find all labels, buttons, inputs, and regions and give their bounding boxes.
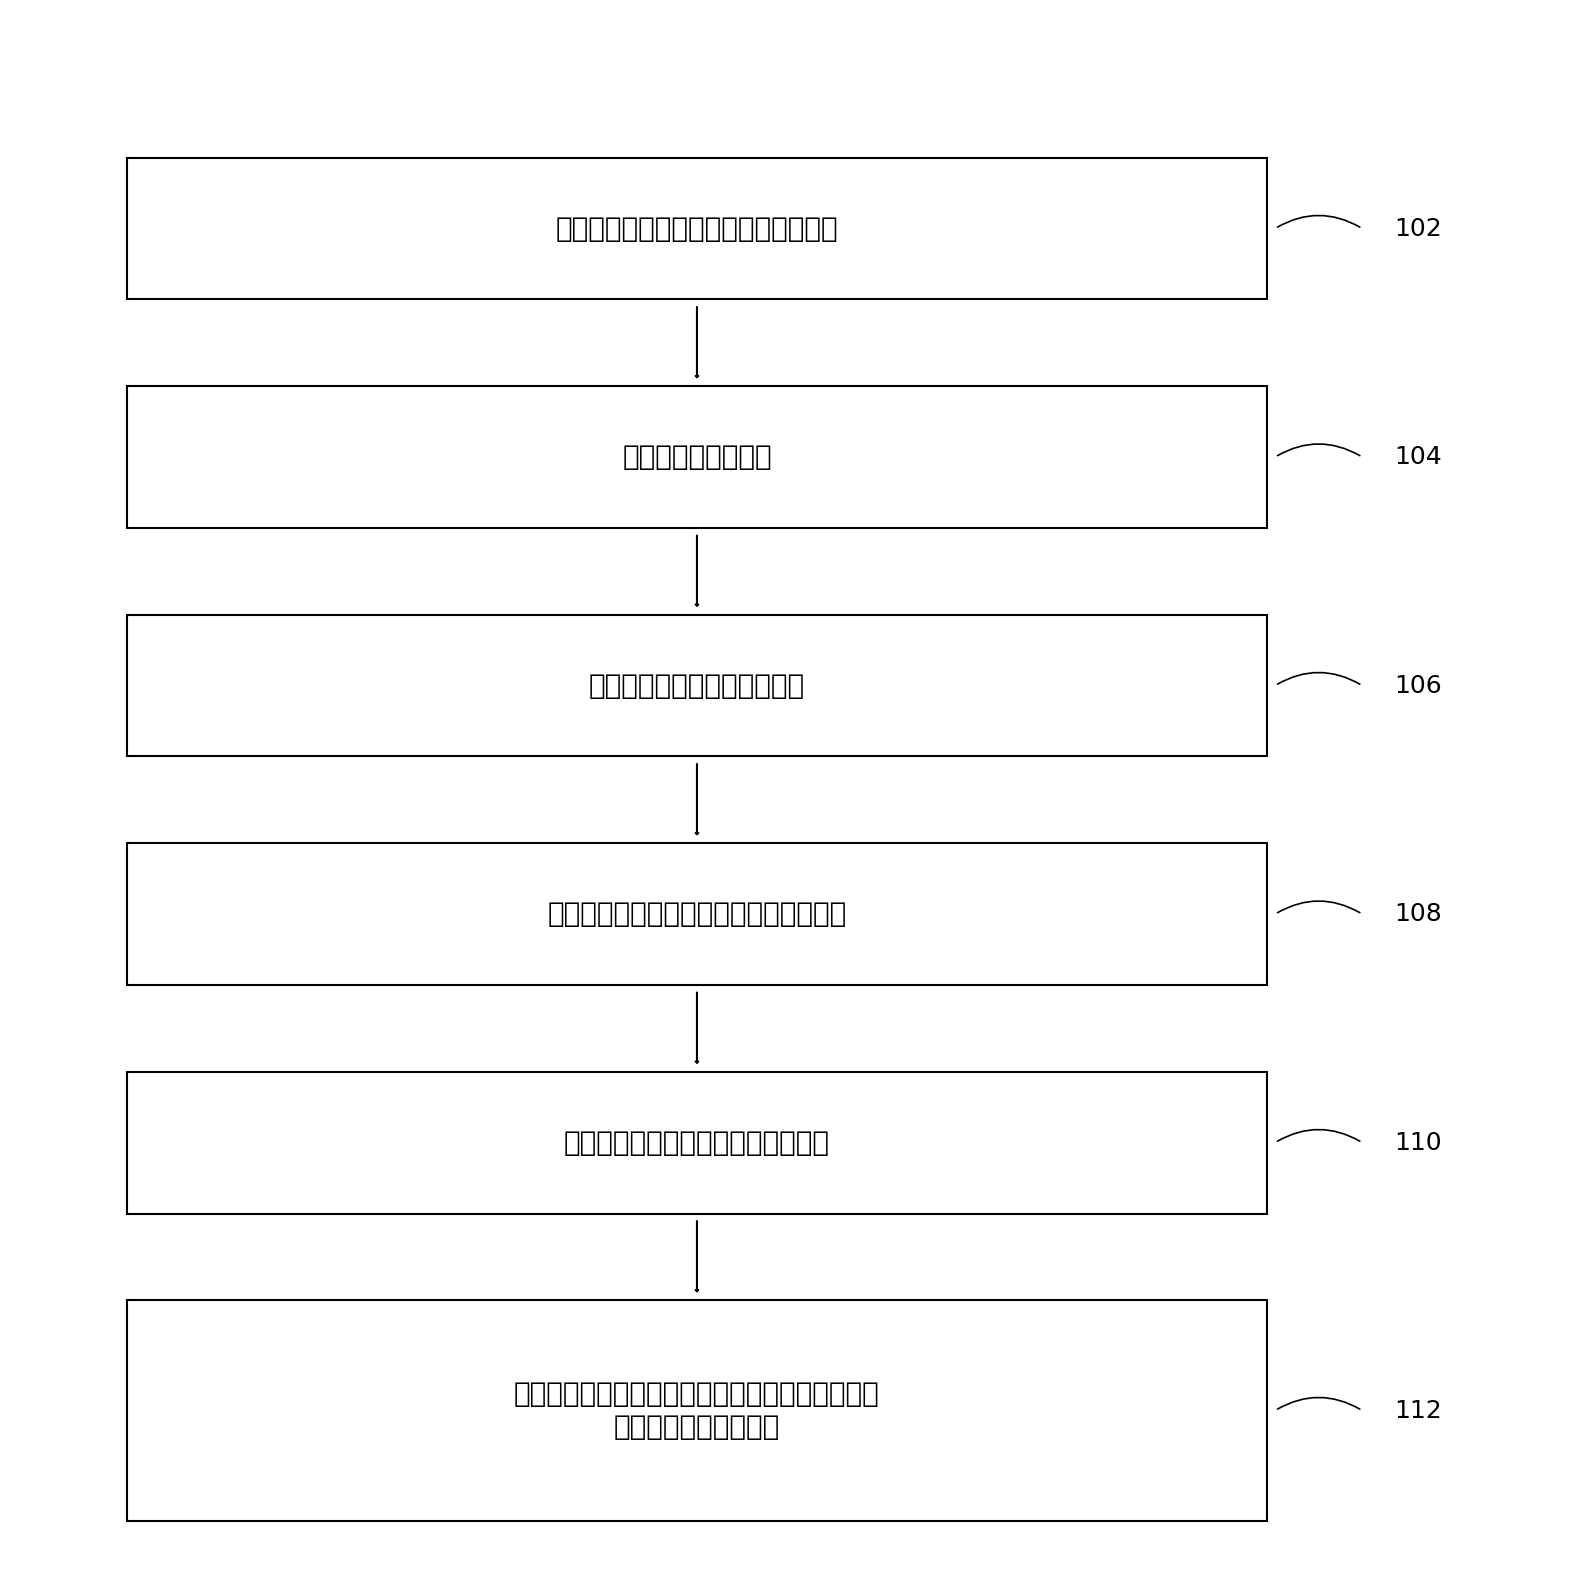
FancyBboxPatch shape: [127, 1300, 1267, 1521]
FancyBboxPatch shape: [127, 615, 1267, 756]
Text: 确定各个车辆组合集合的车辆覆盖率: 确定各个车辆组合集合的车辆覆盖率: [564, 1128, 830, 1157]
Text: 106: 106: [1394, 673, 1441, 698]
Text: 104: 104: [1394, 444, 1441, 470]
FancyBboxPatch shape: [127, 1072, 1267, 1214]
FancyBboxPatch shape: [127, 843, 1267, 985]
FancyBboxPatch shape: [127, 158, 1267, 299]
Text: 对多个车辆进行排列: 对多个车辆进行排列: [623, 443, 771, 471]
Text: 分别对各个排列结果进行分割: 分别对各个排列结果进行分割: [589, 671, 805, 700]
Text: 110: 110: [1394, 1130, 1441, 1155]
Text: 获取预设范围内的多个车辆的车辆信息: 获取预设范围内的多个车辆的车辆信息: [556, 214, 838, 243]
Text: 108: 108: [1394, 901, 1441, 927]
Text: 112: 112: [1394, 1398, 1441, 1423]
Text: 102: 102: [1394, 216, 1441, 241]
Text: 将车辆覆盖率最高的车辆组合集合中的各个车辆组
合确定为协同换道车辆: 将车辆覆盖率最高的车辆组合集合中的各个车辆组 合确定为协同换道车辆: [515, 1381, 879, 1440]
FancyBboxPatch shape: [127, 386, 1267, 528]
Text: 基于分割结果，得到若干个车辆组合集合: 基于分割结果，得到若干个车辆组合集合: [548, 900, 846, 928]
